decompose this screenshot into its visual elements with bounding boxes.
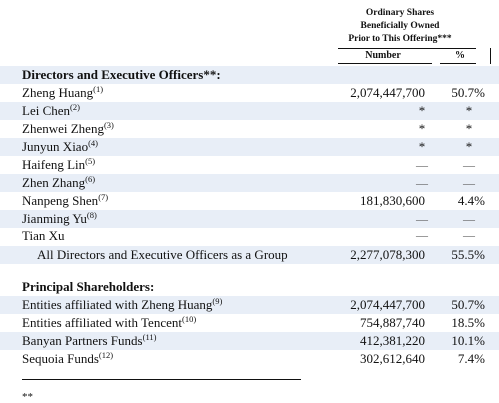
- column-header-percent: %: [455, 50, 465, 61]
- shareholder-shares: 2,074,447,700: [350, 297, 425, 312]
- director-name: Tian Xu: [22, 228, 65, 243]
- footnote-rule: [22, 379, 301, 380]
- director-shares: *: [418, 139, 426, 154]
- table-row: Nanpeng Shen(7) 181,830,600 4.4%: [0, 192, 499, 210]
- column-header-line3: Prior to This Offering***: [348, 34, 452, 44]
- director-name: Zhenwei Zheng(3): [22, 120, 114, 136]
- shareholder-percent: 7.4%: [457, 351, 485, 366]
- shareholder-shares: 302,612,640: [360, 351, 425, 366]
- director-percent: —: [463, 228, 475, 242]
- shareholder-percent: 18.5%: [451, 315, 485, 330]
- director-name: Haifeng Lin(5): [22, 156, 96, 172]
- director-name: Zheng Huang(1): [22, 84, 104, 100]
- director-name: Jianming Yu(8): [22, 210, 97, 226]
- table-row: Tian Xu — —: [0, 228, 499, 243]
- group-total-percent: 55.5%: [451, 247, 485, 262]
- shareholder-name: Sequoia Funds(12): [22, 350, 114, 366]
- director-percent: 50.7%: [451, 85, 485, 100]
- director-shares: *: [418, 103, 426, 118]
- table-row: Haifeng Lin(5) — —: [0, 156, 499, 174]
- director-shares: 2,074,447,700: [350, 85, 425, 100]
- table-row: Lei Chen(2) * *: [0, 102, 499, 120]
- director-percent: —: [463, 212, 475, 226]
- shareholder-name: Banyan Partners Funds(11): [22, 332, 157, 348]
- principal-heading-row: Principal Shareholders:: [0, 278, 499, 296]
- director-name: Lei Chen(2): [22, 102, 80, 118]
- table-row: Entities affiliated with Zheng Huang(9) …: [0, 296, 499, 314]
- director-percent: 4.4%: [457, 193, 485, 208]
- director-percent: —: [463, 158, 475, 172]
- director-shares: —: [416, 228, 428, 242]
- director-percent: —: [463, 176, 475, 190]
- director-percent: *: [465, 139, 473, 154]
- director-name: Zhen Zhang(6): [22, 174, 96, 190]
- table-row: Zhen Zhang(6) — —: [0, 174, 499, 192]
- group-total-shares: 2,277,078,300: [350, 247, 425, 262]
- table-row: Junyun Xiao(4) * *: [0, 138, 499, 156]
- footnote-marker: **: [22, 391, 33, 403]
- group-total-label: All Directors and Executive Officers as …: [37, 247, 288, 262]
- table-row: Jianming Yu(8) — —: [0, 210, 499, 228]
- director-shares: —: [416, 212, 428, 226]
- shareholder-percent: 50.7%: [451, 297, 485, 312]
- principal-heading: Principal Shareholders:: [22, 279, 155, 294]
- director-shares: *: [418, 121, 426, 136]
- table-row: Sequoia Funds(12) 302,612,640 7.4%: [0, 350, 499, 368]
- column-header-line1: Ordinary Shares: [365, 8, 435, 18]
- shareholder-percent: 10.1%: [451, 333, 485, 348]
- directors-heading: Directors and Executive Officers**:: [22, 67, 221, 82]
- table-row: Banyan Partners Funds(11) 412,381,220 10…: [0, 332, 499, 350]
- shareholder-name: Entities affiliated with Zheng Huang(9): [22, 296, 223, 312]
- shareholder-shares: 412,381,220: [360, 333, 425, 348]
- header-rule-number: [338, 63, 432, 64]
- shareholder-name: Entities affiliated with Tencent(10): [22, 314, 197, 330]
- director-name: Nanpeng Shen(7): [22, 192, 109, 208]
- column-header-line2: Beneficially Owned: [360, 21, 440, 31]
- director-shares: 181,830,600: [360, 193, 425, 208]
- director-shares: —: [416, 158, 428, 172]
- group-total-row: All Directors and Executive Officers as …: [0, 246, 499, 264]
- table-row: Zheng Huang(1) 2,074,447,700 50.7%: [0, 84, 499, 102]
- shareholder-shares: 754,887,740: [360, 315, 425, 330]
- table-row: Zhenwei Zheng(3) * *: [0, 120, 499, 138]
- director-percent: *: [465, 121, 473, 136]
- directors-heading-row: Directors and Executive Officers**:: [0, 66, 499, 84]
- director-shares: —: [416, 176, 428, 190]
- header-rule-percent: [440, 63, 476, 64]
- column-header-number: Number: [365, 50, 401, 61]
- table-row: Entities affiliated with Tencent(10) 754…: [0, 314, 499, 332]
- header-rule: [338, 48, 476, 49]
- director-name: Junyun Xiao(4): [22, 138, 99, 154]
- director-percent: *: [465, 103, 473, 118]
- right-edge-tick: [490, 48, 491, 64]
